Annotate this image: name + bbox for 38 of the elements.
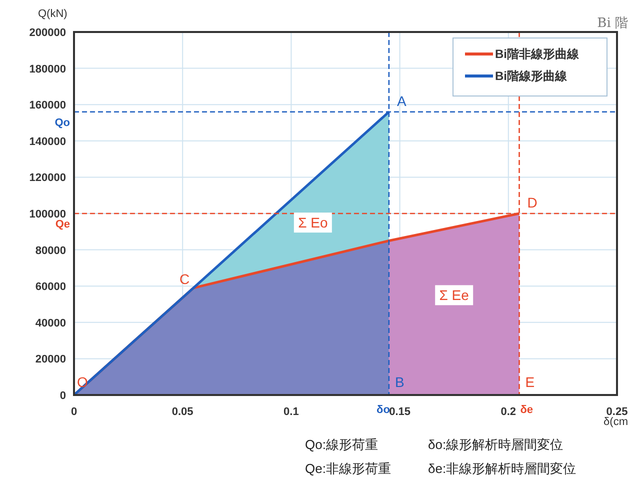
annotation: Σ Ee: [439, 287, 470, 304]
y-tick-label: 60000: [35, 281, 66, 294]
y-tick-label: 20000: [35, 354, 66, 366]
y-tick-label: 100000: [29, 208, 66, 220]
annotation: Σ Eo: [298, 214, 328, 231]
text: δe:非線形解析時層間変位: [428, 461, 576, 476]
x-tick-label: 0: [70, 406, 78, 418]
y-tick-label: 160000: [29, 100, 66, 112]
annotation: O: [77, 374, 88, 390]
x-tick-label: 0.1: [284, 406, 299, 418]
legend-label: Bi階線形曲線: [495, 69, 568, 83]
legend-label: Bi階非線形曲線: [495, 47, 580, 61]
annotation: B: [394, 374, 404, 390]
x-tick-label: 0.05: [172, 406, 194, 418]
x-axis-title: δ(cm: [604, 416, 628, 428]
x-tick-label: 0.2: [500, 406, 516, 418]
ref-line-label: Qe: [55, 218, 70, 230]
ref-line-label: Qo: [54, 116, 70, 129]
y-tick-label: 120000: [29, 172, 66, 184]
y-tick-label: 180000: [29, 63, 66, 76]
annotation: C: [179, 270, 190, 287]
chart-subtitle: Bi 階: [597, 16, 628, 31]
text: Qe:非線形荷重: [305, 461, 391, 476]
ref-line-label: δo: [376, 404, 390, 416]
x-tick-label: 0.15: [389, 406, 411, 418]
x-tick-label: 0.25: [606, 406, 628, 418]
y-tick-label: 0: [60, 390, 66, 402]
y-axis-title: Q(kN): [38, 8, 68, 20]
annotation: E: [525, 374, 535, 390]
y-tick-label: 140000: [29, 136, 66, 148]
text: Qo:線形荷重: [305, 437, 378, 452]
ref-line-label: δe: [520, 404, 534, 416]
annotation: A: [396, 92, 407, 109]
y-tick-label: 40000: [35, 317, 66, 330]
y-tick-label: 200000: [29, 27, 66, 39]
annotation: D: [527, 194, 538, 210]
text: δo:線形解析時層間変位: [428, 437, 564, 452]
y-tick-label: 80000: [35, 244, 66, 257]
